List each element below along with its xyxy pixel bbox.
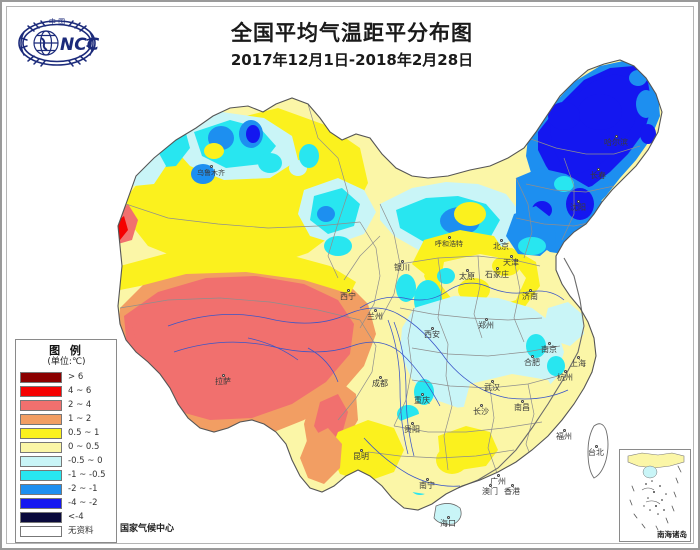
legend-label: -0.5 ~ 0: [68, 456, 103, 466]
legend-entry: -2 ~ -1: [20, 482, 113, 496]
legend-entry: 2 ~ 4: [20, 398, 113, 412]
legend-swatch: [20, 427, 62, 439]
china-anomaly-map: 乌鲁木齐 拉萨 西宁 兰州 银川 呼和浩特 北京 天津 太原 石家庄 济南 郑州 西安 南京 合肥 上海 杭州成…: [8, 8, 696, 546]
legend-label: 0 ~ 0.5: [68, 442, 100, 452]
rivers: [167, 282, 569, 487]
province-boundaries: [119, 103, 641, 477]
legend-unit: (单位:℃): [47, 357, 86, 367]
legend-label: 2 ~ 4: [68, 400, 92, 410]
legend-entry: -1 ~ -0.5: [20, 468, 113, 482]
legend-label: -1 ~ -0.5: [68, 470, 106, 480]
legend-label: <-4: [68, 512, 84, 522]
source-organization: 国家气候中心: [120, 524, 175, 534]
legend-swatch: [20, 399, 62, 411]
legend-entry: <-4: [20, 510, 113, 524]
inset-label: 南海诸岛: [657, 530, 687, 539]
legend-swatch: [20, 413, 62, 425]
legend-swatch: [20, 441, 62, 453]
national-boundary: [117, 59, 663, 511]
legend-entry: > 6: [20, 370, 113, 384]
coastline: [457, 257, 585, 489]
map-contour-layer: [117, 59, 663, 525]
legend-label: 4 ~ 6: [68, 386, 92, 396]
legend-swatch: [20, 497, 62, 509]
legend-label: 1 ~ 2: [68, 414, 92, 424]
legend-entry: 4 ~ 6: [20, 384, 113, 398]
ncc-logo-top-text: 中 国: [49, 17, 65, 26]
legend-label: 无资料: [68, 526, 94, 536]
ncc-logo-text: NCC: [60, 35, 100, 55]
legend-swatch: [20, 455, 62, 467]
legend-entry: 0.5 ~ 1: [20, 426, 113, 440]
hainan-outline: [433, 503, 462, 525]
title-block: 全国平均气温距平分布图 2017年12月1日-2018年2月28日: [182, 20, 522, 70]
legend-box: 图 例 (单位:℃) > 6 4 ~ 6 2 ~ 4 1 ~ 2 0.5 ~ 1 0 ~ …: [15, 339, 117, 543]
legend-entry: 1 ~ 2: [20, 412, 113, 426]
ncc-logo: NCC 中 国: [14, 14, 100, 70]
page-subtitle: 2017年12月1日-2018年2月28日: [230, 51, 474, 69]
legend-label: -2 ~ -1: [68, 484, 98, 494]
legend-swatch: [20, 511, 62, 523]
legend-label: > 6: [68, 372, 84, 382]
legend-title: 图 例: [49, 344, 84, 357]
figure-inner-border: [6, 6, 694, 544]
legend-swatch: [20, 371, 62, 383]
legend-entry: 无资料: [20, 524, 113, 538]
legend-label: -4 ~ -2: [68, 498, 98, 508]
legend-swatch: [20, 469, 62, 481]
legend-swatch: [20, 385, 62, 397]
legend-swatch: [20, 483, 62, 495]
taiwan-outline: [587, 423, 609, 479]
legend-swatch: [20, 525, 62, 537]
legend-entry: 0 ~ 0.5: [20, 440, 113, 454]
legend-entry: -0.5 ~ 0: [20, 454, 113, 468]
legend-label: 0.5 ~ 1: [68, 428, 100, 438]
south-china-sea-inset: 南海诸岛: [619, 449, 691, 542]
legend-entry-list: > 6 4 ~ 6 2 ~ 4 1 ~ 2 0.5 ~ 1 0 ~ 0.5 -0.5 ~ 0…: [20, 370, 113, 538]
legend-entry: -4 ~ -2: [20, 496, 113, 510]
page-title: 全国平均气温距平分布图: [231, 21, 473, 45]
